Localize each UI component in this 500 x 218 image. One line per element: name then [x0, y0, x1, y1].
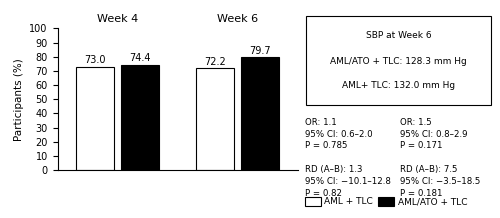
Text: OR: 1.1
95% CI: 0.6–2.0
P = 0.785

RD (A–B): 1.3
95% CI: −10.1–12.8
P = 0.82: OR: 1.1 95% CI: 0.6–2.0 P = 0.785 RD (A–… [305, 118, 391, 198]
Bar [76, 67, 114, 170]
Bar [121, 65, 159, 170]
Text: 74.4: 74.4 [129, 53, 151, 63]
Text: OR: 1.5
95% CI: 0.8–2.9
P = 0.171

RD (A–B): 7.5
95% CI: −3.5–18.5
P = 0.181: OR: 1.5 95% CI: 0.8–2.9 P = 0.171 RD (A–… [400, 118, 480, 198]
Bar [196, 68, 234, 170]
Bar [241, 57, 279, 170]
Text: SBP at Week 6: SBP at Week 6 [366, 31, 432, 40]
Text: 73.0: 73.0 [84, 55, 106, 65]
Y-axis label: Participants (%): Participants (%) [14, 58, 24, 141]
FancyBboxPatch shape [306, 16, 491, 105]
Text: 72.2: 72.2 [204, 57, 226, 67]
Text: Week 6: Week 6 [217, 14, 258, 24]
Text: AML+ TLC: 132.0 mm Hg: AML+ TLC: 132.0 mm Hg [342, 82, 455, 90]
Text: AML/ATO + TLC: 128.3 mm Hg: AML/ATO + TLC: 128.3 mm Hg [330, 56, 467, 66]
Text: Week 4: Week 4 [97, 14, 138, 24]
Legend: AML + TLC, AML/ATO + TLC: AML + TLC, AML/ATO + TLC [304, 197, 467, 206]
Text: 79.7: 79.7 [249, 46, 271, 56]
